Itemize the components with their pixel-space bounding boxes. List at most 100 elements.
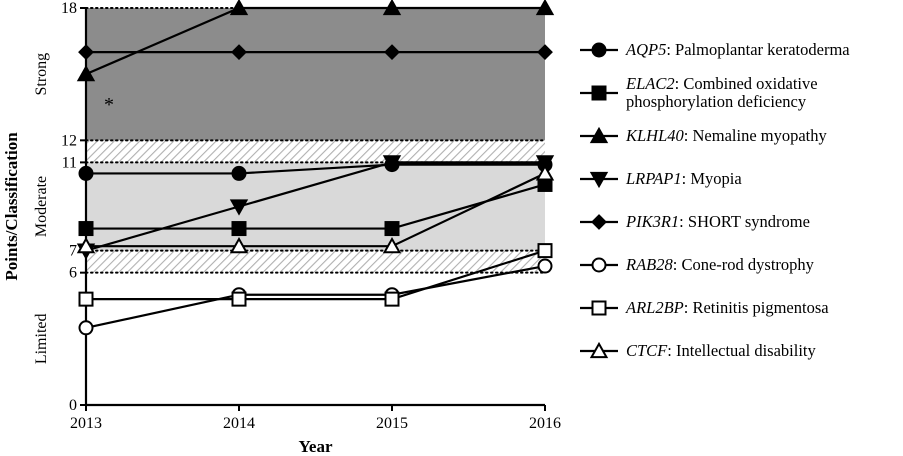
data-point (384, 221, 400, 237)
legend-separator: : (683, 125, 693, 145)
series-line (85, 161, 545, 252)
data-point (384, 44, 400, 61)
data-point (382, 155, 402, 172)
band-transition (86, 250, 545, 273)
legend-label: PIK3R1: SHORT syndrome (626, 211, 810, 231)
data-point (229, 0, 249, 16)
data-point (231, 291, 247, 307)
legend-gene: AQP5 (626, 39, 667, 59)
legend-disease: Intellectual disability (676, 340, 816, 360)
data-point (231, 221, 247, 237)
annotation-asterisk: * (104, 94, 114, 116)
legend-item-ctcf: CTCF: Intellectual disability (578, 329, 898, 372)
data-point (535, 164, 555, 181)
data-point (78, 320, 94, 336)
data-point (537, 44, 553, 61)
series-line (86, 249, 546, 301)
band-label-moderate: Moderate (33, 176, 50, 237)
data-point (535, 0, 555, 16)
chart-legend: AQP5: Palmoplantar keratoderma ELAC2: Com… (578, 28, 898, 372)
legend-item-elac2: ELAC2: Combined oxidative phosphorylatio… (578, 71, 898, 114)
legend-symbol (589, 341, 609, 358)
legend-label: LRPAP1: Myopia (626, 168, 742, 188)
data-point (78, 291, 94, 307)
data-point (78, 44, 94, 61)
x-tick-label: 2015 (376, 415, 408, 432)
legend-disease: SHORT syndrome (687, 211, 810, 231)
data-point (78, 221, 94, 237)
x-tick-label: 2013 (70, 415, 102, 432)
series-line (86, 172, 546, 248)
series-ctcf (76, 164, 555, 254)
band-transition (86, 140, 545, 163)
data-point (537, 243, 553, 259)
data-point (382, 237, 402, 254)
legend-item-rab28: RAB28: Cone-rod dystrophy (578, 243, 898, 286)
legend-separator: : (667, 340, 676, 360)
legend-disease: Retinitis pigmentosa (692, 297, 829, 317)
legend-separator: : (681, 168, 691, 188)
legend-symbol (589, 171, 609, 188)
band-label-strong: Strong (33, 53, 50, 96)
legend-label: KLHL40: Nemaline myopathy (626, 125, 827, 145)
legend-marker (580, 300, 618, 315)
legend-label: AQP5: Palmoplantar keratoderma (626, 39, 850, 59)
legend-marker (580, 126, 618, 143)
legend-gene: ARL2BP (626, 297, 684, 317)
y-tick-label: 11 (62, 154, 77, 171)
y-tick-label: 0 (69, 397, 77, 414)
data-point (229, 199, 249, 216)
legend-symbol (591, 257, 607, 272)
legend-separator: : (683, 297, 693, 317)
data-point (231, 44, 247, 61)
legend-marker (580, 341, 618, 358)
legend-item-lrpap1: LRPAP1: Myopia (578, 157, 898, 200)
data-point (382, 0, 402, 16)
legend-item-klhl40: KLHL40: Nemaline myopathy (578, 114, 898, 157)
series-line (85, 6, 545, 76)
band-strong (86, 8, 545, 141)
legend-label: ELAC2: Combined oxidative phosphorylatio… (626, 73, 898, 111)
legend-symbol (591, 85, 607, 100)
legend-marker (580, 257, 618, 272)
legend-symbol (589, 126, 609, 143)
legend-label: ARL2BP: Retinitis pigmentosa (626, 297, 829, 317)
legend-item-pik3r1: PIK3R1: SHORT syndrome (578, 200, 898, 243)
legend-separator: : (666, 39, 676, 59)
data-point (537, 258, 553, 274)
legend-disease: Nemaline myopathy (692, 125, 827, 145)
legend-separator: : (674, 73, 684, 93)
legend-disease: Myopia (690, 168, 742, 188)
series-arl2bp (78, 243, 553, 307)
legend-gene: LRPAP1 (626, 168, 682, 188)
y-tick-label: 7 (69, 243, 77, 260)
legend-item-arl2bp: ARL2BP: Retinitis pigmentosa (578, 286, 898, 329)
x-tick-label: 2014 (223, 415, 255, 432)
data-point (76, 64, 96, 82)
y-tick-label: 12 (61, 132, 77, 149)
legend-marker (580, 85, 618, 100)
x-tick-label: 2016 (529, 415, 561, 432)
series-klhl40 (76, 0, 555, 82)
legend-marker (580, 213, 618, 230)
y-tick-label: 6 (69, 265, 77, 282)
y-axis-title: Points/Classification (2, 132, 21, 281)
legend-item-aqp5: AQP5: Palmoplantar keratoderma (578, 28, 898, 71)
data-point (78, 165, 94, 181)
band-label-limited: Limited (33, 314, 50, 365)
legend-symbol (591, 213, 607, 230)
legend-marker (580, 42, 618, 57)
legend-marker (580, 171, 618, 188)
legend-symbol (591, 42, 607, 57)
data-point (384, 291, 400, 307)
legend-gene: RAB28 (626, 254, 673, 274)
y-tick-label: 18 (61, 0, 77, 17)
data-point (229, 237, 249, 254)
legend-separator: : (679, 211, 688, 231)
line-chart: 0 6 7 11 12 18 2013 2014 2015 2016 Year Points/Clas… (2, 0, 561, 456)
legend-separator: : (672, 254, 682, 274)
data-point (535, 155, 555, 172)
x-axis-title: Year (299, 437, 333, 456)
legend-label: CTCF: Intellectual disability (626, 340, 816, 360)
series-line (85, 264, 546, 329)
